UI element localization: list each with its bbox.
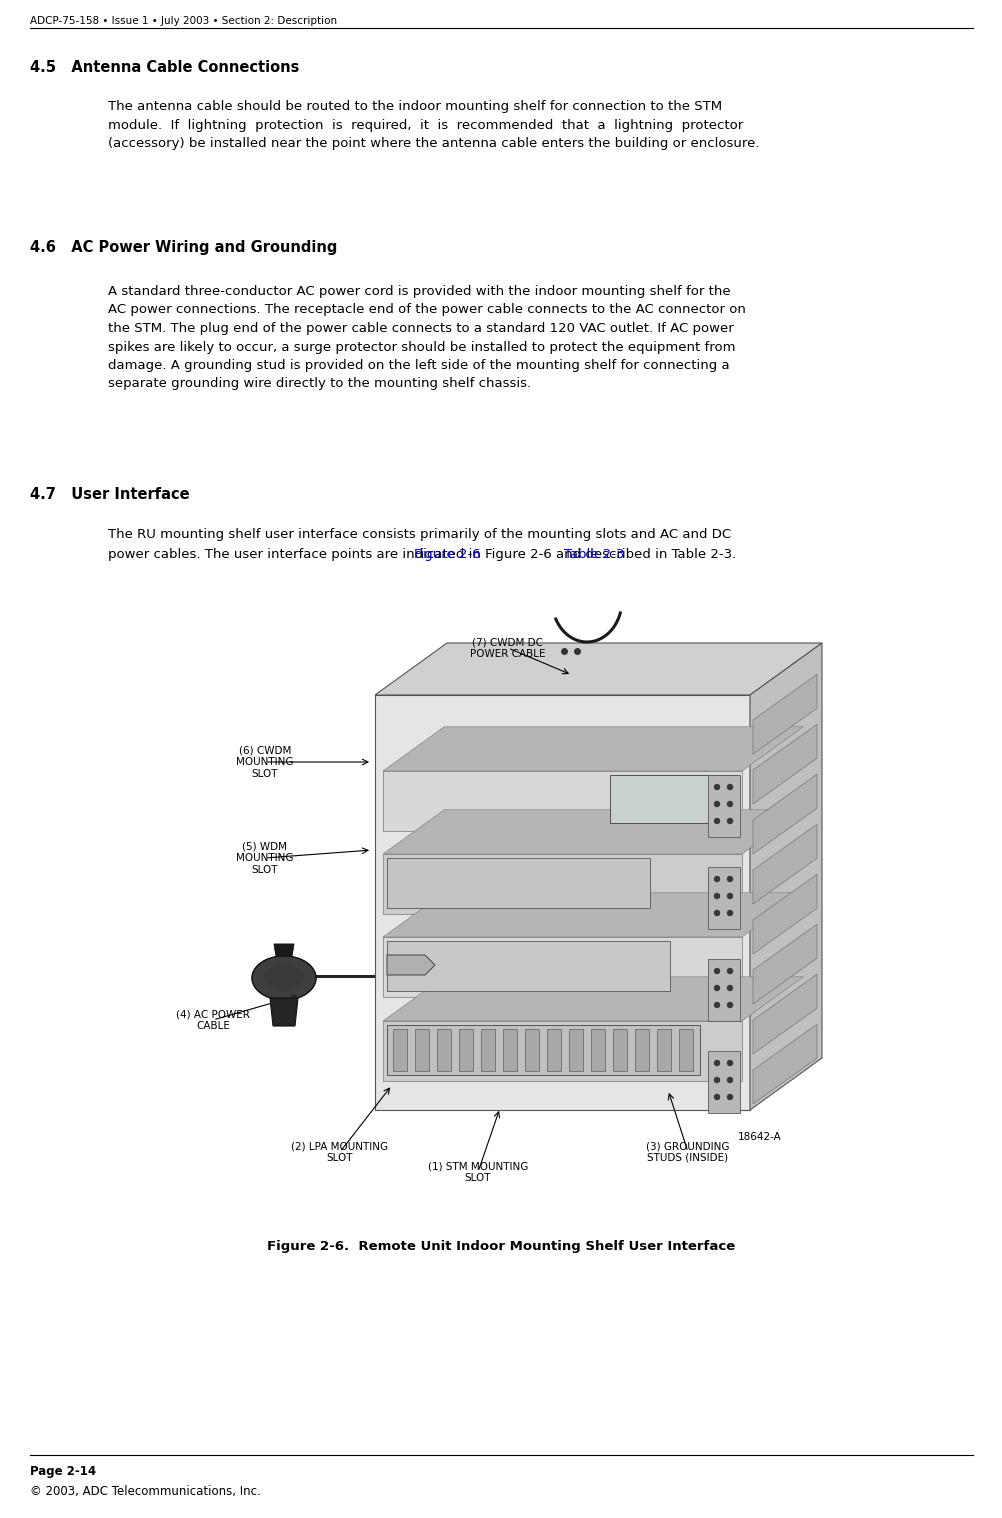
- Polygon shape: [387, 1025, 699, 1075]
- Polygon shape: [707, 1050, 739, 1113]
- Text: power cables. The user interface points are indicated in Figure 2-6 and describe: power cables. The user interface points …: [108, 548, 735, 562]
- Polygon shape: [612, 1029, 626, 1072]
- Circle shape: [713, 911, 718, 915]
- Text: Figure 2-6: Figure 2-6: [414, 548, 480, 562]
- Circle shape: [726, 1078, 731, 1082]
- Polygon shape: [383, 727, 803, 771]
- Circle shape: [713, 802, 718, 806]
- Text: Figure 2-6.  Remote Unit Indoor Mounting Shelf User Interface: Figure 2-6. Remote Unit Indoor Mounting …: [267, 1240, 734, 1252]
- Polygon shape: [568, 1029, 582, 1072]
- Text: (1) STM MOUNTING
SLOT: (1) STM MOUNTING SLOT: [428, 1161, 528, 1183]
- Text: The antenna cable should be routed to the indoor mounting shelf for connection t: The antenna cable should be routed to th…: [108, 100, 759, 150]
- Circle shape: [726, 1002, 731, 1008]
- Polygon shape: [546, 1029, 560, 1072]
- Polygon shape: [383, 809, 803, 855]
- Polygon shape: [393, 1029, 407, 1072]
- Text: (3) GROUNDING
STUDS (INSIDE): (3) GROUNDING STUDS (INSIDE): [645, 1142, 729, 1163]
- Polygon shape: [753, 724, 817, 805]
- Circle shape: [726, 911, 731, 915]
- Polygon shape: [753, 874, 817, 953]
- Circle shape: [726, 985, 731, 991]
- Polygon shape: [678, 1029, 692, 1072]
- Polygon shape: [437, 1029, 451, 1072]
- Circle shape: [713, 894, 718, 899]
- Polygon shape: [656, 1029, 670, 1072]
- Polygon shape: [707, 867, 739, 929]
- Text: 18642-A: 18642-A: [737, 1132, 781, 1142]
- Polygon shape: [753, 1025, 817, 1104]
- Polygon shape: [415, 1029, 429, 1072]
- Polygon shape: [265, 965, 303, 991]
- Polygon shape: [481, 1029, 495, 1072]
- Circle shape: [726, 1061, 731, 1066]
- Circle shape: [713, 1094, 718, 1099]
- Text: (2) LPA MOUNTING
SLOT: (2) LPA MOUNTING SLOT: [292, 1142, 388, 1163]
- Polygon shape: [375, 644, 822, 695]
- Text: A standard three-conductor AC power cord is provided with the indoor mounting sh: A standard three-conductor AC power cord…: [108, 285, 745, 390]
- Circle shape: [726, 876, 731, 882]
- Polygon shape: [387, 941, 669, 991]
- Circle shape: [726, 968, 731, 973]
- Polygon shape: [387, 955, 435, 975]
- Text: 4.6   AC Power Wiring and Grounding: 4.6 AC Power Wiring and Grounding: [30, 240, 337, 255]
- Circle shape: [713, 818, 718, 823]
- Polygon shape: [383, 976, 803, 1022]
- Polygon shape: [383, 1022, 741, 1081]
- Polygon shape: [634, 1029, 648, 1072]
- Polygon shape: [707, 959, 739, 1022]
- Polygon shape: [524, 1029, 538, 1072]
- Polygon shape: [383, 893, 803, 937]
- Text: 4.5   Antenna Cable Connections: 4.5 Antenna Cable Connections: [30, 61, 299, 74]
- Circle shape: [713, 1061, 718, 1066]
- Polygon shape: [252, 956, 316, 1000]
- Circle shape: [713, 968, 718, 973]
- Text: (6) CWDM
MOUNTING
SLOT: (6) CWDM MOUNTING SLOT: [236, 745, 294, 779]
- Text: (4) AC POWER
CABLE: (4) AC POWER CABLE: [176, 1009, 249, 1031]
- Polygon shape: [383, 937, 741, 997]
- Text: (7) CWDM DC
POWER CABLE: (7) CWDM DC POWER CABLE: [470, 638, 545, 659]
- Polygon shape: [609, 776, 737, 823]
- Circle shape: [726, 785, 731, 789]
- Polygon shape: [753, 975, 817, 1053]
- Circle shape: [726, 1094, 731, 1099]
- Circle shape: [713, 876, 718, 882]
- Polygon shape: [753, 824, 817, 905]
- Circle shape: [726, 802, 731, 806]
- Polygon shape: [274, 944, 294, 956]
- Polygon shape: [753, 674, 817, 754]
- Text: The RU mounting shelf user interface consists primarily of the mounting slots an: The RU mounting shelf user interface con…: [108, 528, 730, 540]
- Circle shape: [713, 1078, 718, 1082]
- Polygon shape: [383, 855, 741, 914]
- Text: ADCP-75-158 • Issue 1 • July 2003 • Section 2: Description: ADCP-75-158 • Issue 1 • July 2003 • Sect…: [30, 17, 337, 26]
- Polygon shape: [383, 771, 741, 830]
- Circle shape: [713, 985, 718, 991]
- Polygon shape: [749, 644, 822, 1110]
- Circle shape: [713, 785, 718, 789]
- Circle shape: [713, 1002, 718, 1008]
- Polygon shape: [707, 776, 739, 836]
- Circle shape: [726, 894, 731, 899]
- Text: 4.7   User Interface: 4.7 User Interface: [30, 487, 189, 502]
- Polygon shape: [753, 924, 817, 1003]
- Polygon shape: [387, 858, 649, 908]
- Text: Page 2-14: Page 2-14: [30, 1465, 96, 1479]
- Circle shape: [726, 818, 731, 823]
- Polygon shape: [375, 695, 749, 1110]
- Polygon shape: [459, 1029, 473, 1072]
- Polygon shape: [270, 997, 298, 1026]
- Polygon shape: [502, 1029, 516, 1072]
- Text: © 2003, ADC Telecommunications, Inc.: © 2003, ADC Telecommunications, Inc.: [30, 1485, 261, 1498]
- Polygon shape: [590, 1029, 604, 1072]
- Polygon shape: [753, 774, 817, 855]
- Text: (5) WDM
MOUNTING
SLOT: (5) WDM MOUNTING SLOT: [236, 841, 294, 874]
- Text: Table 2-3: Table 2-3: [564, 548, 624, 562]
